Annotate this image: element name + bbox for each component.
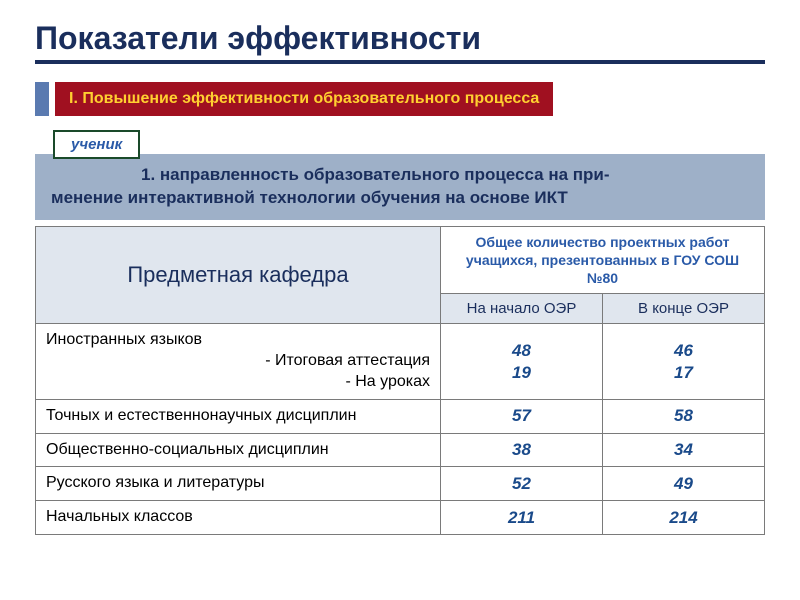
val: 17 [674,363,693,382]
row-label: Начальных классов [36,501,441,535]
section-header-row: I. Повышение эффективности образовательн… [35,82,765,116]
cell-value: 214 [603,501,765,535]
val: 48 [512,341,531,360]
cell-value: 211 [441,501,603,535]
table-row: Начальных классов 211 214 [36,501,765,535]
val: 19 [512,363,531,382]
cell-value: 52 [441,467,603,501]
table-row: Общественно-социальных дисциплин 38 34 [36,433,765,467]
section-marker [35,82,49,116]
val: 46 [674,341,693,360]
cell-value: 34 [603,433,765,467]
cell-value: 46 17 [603,324,765,399]
subheader: 1. направленность образовательного проце… [35,154,765,220]
cell-value: 38 [441,433,603,467]
row-label-main: Иностранных языков [46,331,202,348]
row-label: Русского языка и литературы [36,467,441,501]
th-right-top: Общее количество проектных работ учащихс… [441,226,765,294]
data-table: Предметная кафедра Общее количество прое… [35,226,765,535]
subheader-line2: менение интерактивной технологии обучени… [51,187,568,210]
tag-student: ученик [53,130,140,159]
slide: Показатели эффективности I. Повышение эф… [0,0,800,555]
table-row: Точных и естественнонаучных дисциплин 57… [36,399,765,433]
th-sub-start: На начало ОЭР [441,294,603,324]
table-row: Русского языка и литературы 52 49 [36,467,765,501]
row-label-sub1: - Итоговая аттестация [46,351,430,372]
subheader-line1: 1. направленность образовательного проце… [141,165,610,184]
cell-value: 48 19 [441,324,603,399]
cell-value: 57 [441,399,603,433]
row-label-sub2: - На уроках [46,372,430,393]
row-label: Общественно-социальных дисциплин [36,433,441,467]
tag-row: ученик [35,130,765,154]
th-sub-end: В конце ОЭР [603,294,765,324]
row-label: Иностранных языков - Итоговая аттестация… [36,324,441,399]
page-title: Показатели эффективности [35,20,765,57]
table-row: Иностранных языков - Итоговая аттестация… [36,324,765,399]
section-header: I. Повышение эффективности образовательн… [55,82,553,116]
cell-value: 49 [603,467,765,501]
th-main: Предметная кафедра [36,226,441,324]
title-underline [35,60,765,64]
table-header-row-1: Предметная кафедра Общее количество прое… [36,226,765,294]
cell-value: 58 [603,399,765,433]
row-label: Точных и естественнонаучных дисциплин [36,399,441,433]
